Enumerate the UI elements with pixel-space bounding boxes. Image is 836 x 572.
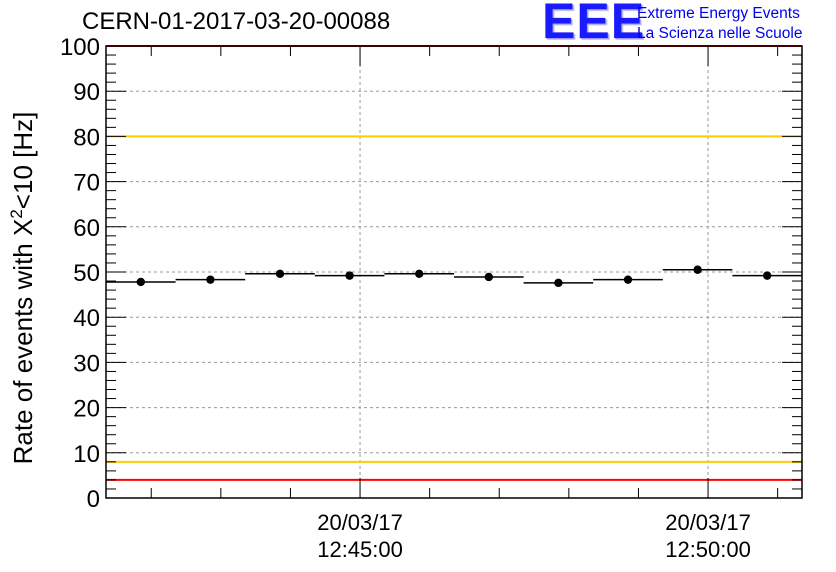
data-point [275,269,285,279]
y-tick-label: 10 [73,441,100,468]
y-tick-label: 90 [73,79,100,106]
y-tick-label: 0 [87,486,100,513]
y-tick-label: 30 [73,350,100,377]
x-tick-label-time: 12:45:00 [317,537,403,562]
y-tick-label: 100 [60,34,100,61]
chart-title: CERN-01-2017-03-20-00088 [82,8,391,35]
data-point [693,265,702,274]
reference-lines [106,45,802,481]
data-point [415,269,424,279]
y-tick-label: 60 [73,215,100,242]
y-tick-label: 50 [73,260,100,287]
x-tick-label-date: 20/03/17 [665,510,751,535]
data-point [763,271,772,280]
data-point [136,277,145,287]
x-tick-label-date: 20/03/17 [317,510,403,535]
data-point [623,275,633,284]
eee-logo: EEE Extreme Energy Events La Scienza nel… [542,0,832,49]
y-tick-label: 40 [73,305,100,332]
logo-line-1: Extreme Energy Events [637,5,800,22]
data-point [554,278,563,288]
axis-ticks [106,45,802,499]
y-tick-label: 80 [73,124,100,151]
y-axis-label: Rate of events with X2<10 [Hz] [7,112,38,465]
data-point [484,272,493,282]
data-series [106,265,802,288]
y-tick-labels: 0 10 20 30 40 50 60 70 80 90 100 [60,34,100,513]
data-point [345,271,354,280]
eee-logo-mark: EEE [542,0,646,49]
y-tick-label: 70 [73,170,100,197]
logo-line-2: La Scienza nelle Scuole [637,25,803,42]
x-tick-label-time: 12:50:00 [665,537,751,562]
y-tick-label: 20 [73,396,100,423]
data-point [206,275,215,284]
